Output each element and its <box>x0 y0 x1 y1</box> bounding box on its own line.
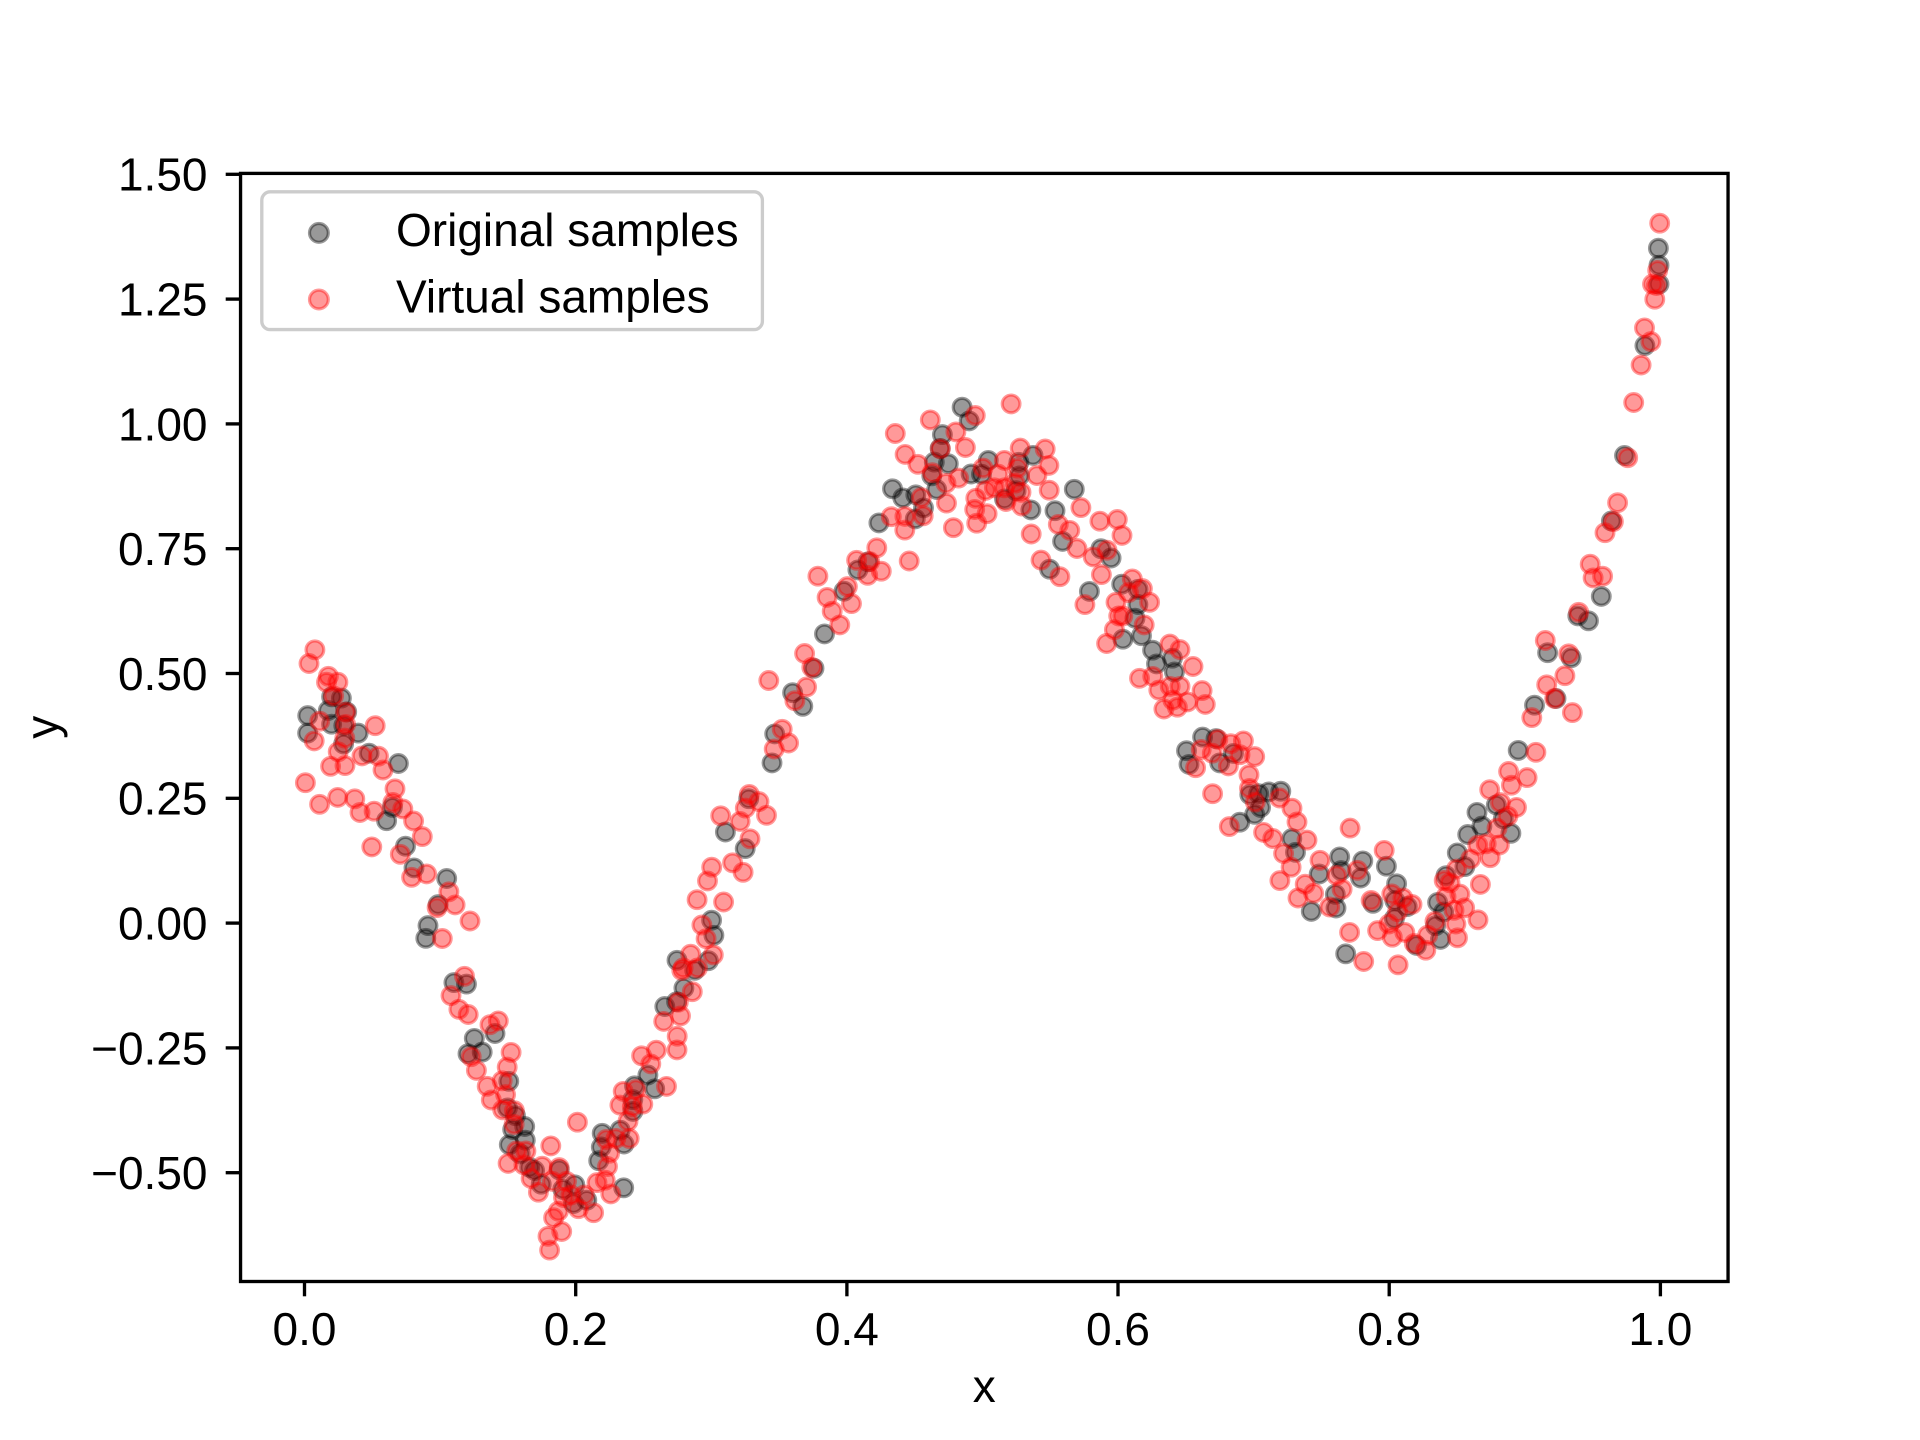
svg-text:0.6: 0.6 <box>1086 1303 1150 1355</box>
svg-text:0.50: 0.50 <box>118 648 208 700</box>
svg-text:0.4: 0.4 <box>815 1303 879 1355</box>
svg-text:−0.25: −0.25 <box>91 1022 207 1074</box>
svg-text:1.50: 1.50 <box>118 149 208 201</box>
svg-text:Virtual samples: Virtual samples <box>396 271 710 323</box>
svg-text:1.0: 1.0 <box>1628 1303 1692 1355</box>
svg-text:0.25: 0.25 <box>118 773 208 825</box>
svg-text:−0.50: −0.50 <box>91 1147 207 1199</box>
svg-text:0.00: 0.00 <box>118 898 208 950</box>
svg-text:0.8: 0.8 <box>1357 1303 1421 1355</box>
svg-text:1.00: 1.00 <box>118 398 208 450</box>
svg-text:y: y <box>16 716 68 739</box>
svg-text:1.25: 1.25 <box>118 274 208 326</box>
svg-text:0.2: 0.2 <box>544 1303 608 1355</box>
svg-text:x: x <box>973 1360 996 1412</box>
svg-text:0.0: 0.0 <box>273 1303 337 1355</box>
svg-text:0.75: 0.75 <box>118 523 208 575</box>
svg-text:Original samples: Original samples <box>396 204 739 256</box>
